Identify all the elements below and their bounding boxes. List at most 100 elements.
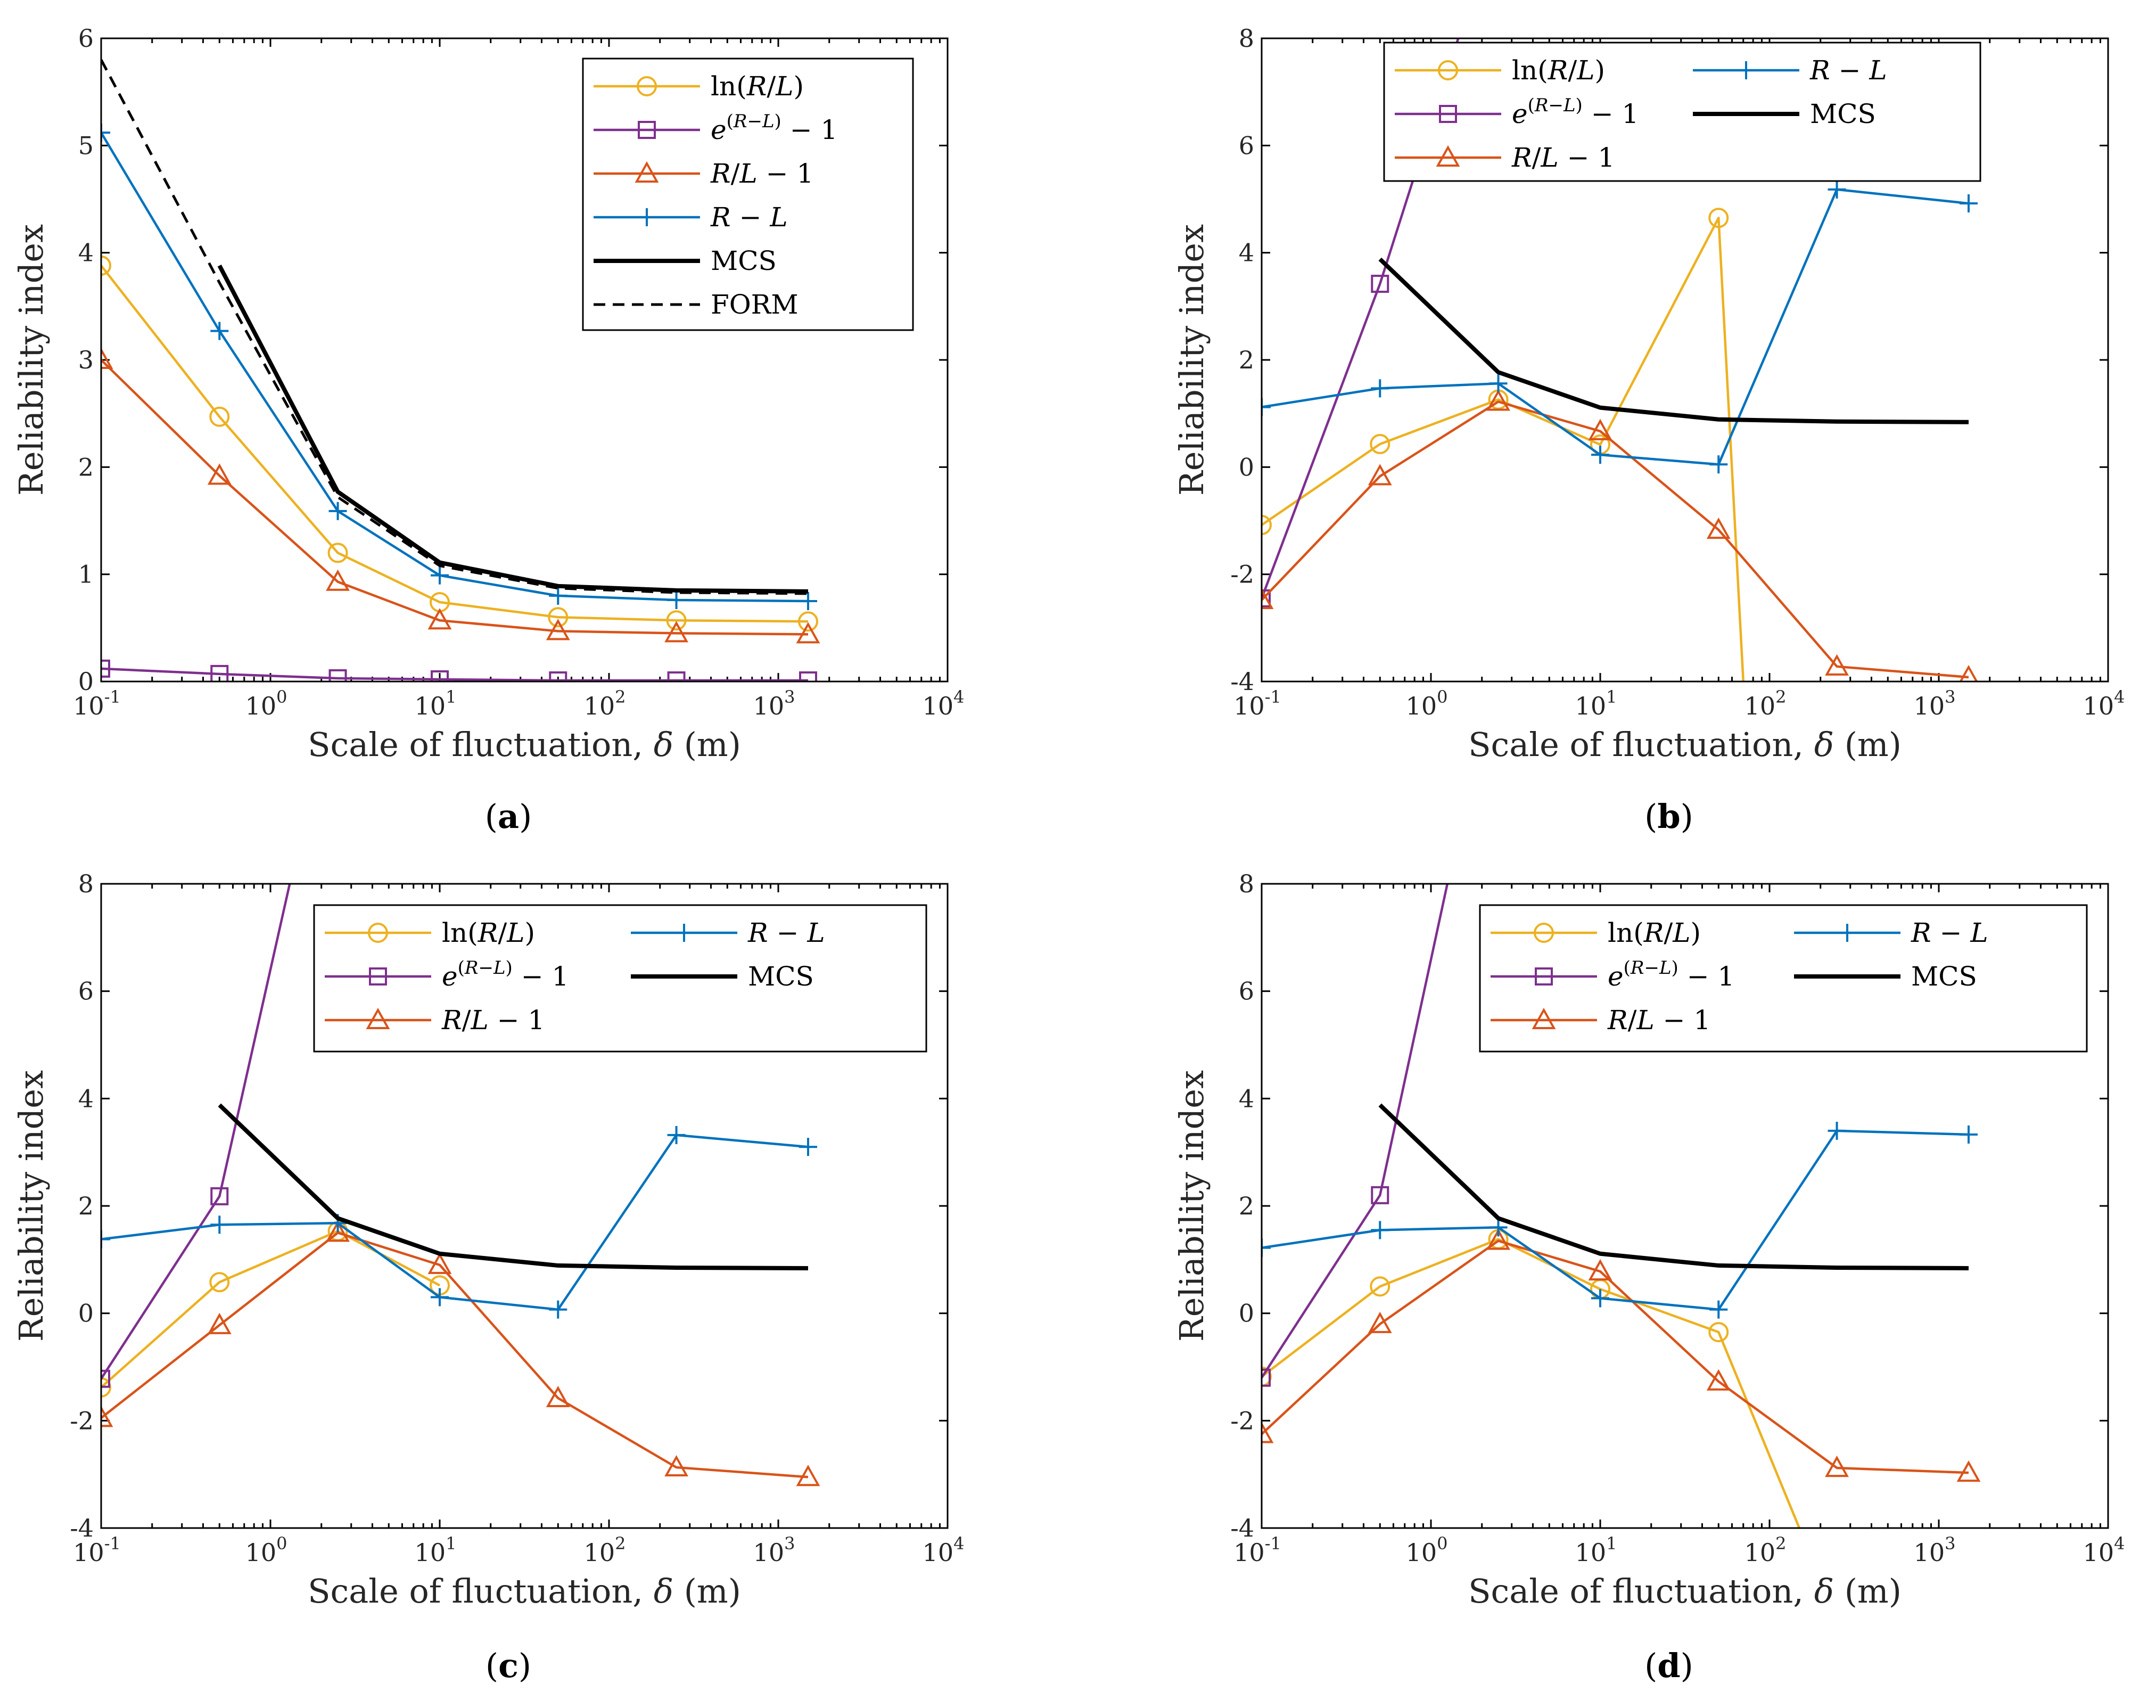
data-point <box>326 569 350 591</box>
data-point <box>1588 1259 1612 1281</box>
data-point <box>1262 515 1272 536</box>
legend-label: e(R−L) − 1 <box>1512 95 1639 129</box>
y-tick-label: 2 <box>1239 1192 1254 1220</box>
data-point <box>328 502 347 520</box>
data-point <box>667 590 686 609</box>
series-r-l <box>101 1126 817 1319</box>
legend-label: ln(R/L) <box>1608 917 1701 948</box>
x-tick-label: 101 <box>415 1533 457 1567</box>
legend-marker <box>1737 61 1755 79</box>
data-point <box>1368 1311 1392 1333</box>
y-tick-label: 6 <box>1239 977 1254 1006</box>
legend: ln(R/L) e(R−L) − 1 R/L − 1 R − L MCS FORM <box>582 58 914 331</box>
series-line <box>217 264 809 594</box>
legend-item: R/L − 1 <box>1395 142 1615 173</box>
y-tick-label: 8 <box>78 869 94 898</box>
data-point <box>1262 589 1271 607</box>
x-tick-label: 103 <box>753 1533 795 1567</box>
data-point <box>1262 587 1274 609</box>
x-tick-label: 103 <box>753 687 795 720</box>
series-r-l <box>101 124 817 610</box>
legend-item: MCS <box>594 245 777 276</box>
data-point <box>549 1300 567 1319</box>
data-point <box>209 1272 230 1293</box>
data-point <box>1706 1369 1731 1391</box>
series-line <box>101 265 809 623</box>
series-line <box>101 359 809 636</box>
data-point <box>207 463 232 485</box>
series-line <box>1262 400 1969 679</box>
data-point <box>1370 1276 1390 1297</box>
x-tick-label: 10-1 <box>73 1533 121 1567</box>
legend-label: R/L − 1 <box>1607 1005 1710 1036</box>
y-tick-label: -2 <box>1230 560 1254 589</box>
x-tick-label: 100 <box>245 1533 287 1567</box>
series-r-l-1 <box>1262 389 1978 681</box>
x-tick-label: 104 <box>923 687 965 720</box>
data-point <box>1489 374 1508 393</box>
legend-item: MCS <box>1794 961 1977 992</box>
data-point <box>1825 1455 1849 1477</box>
plot-area <box>1262 38 1978 681</box>
data-point <box>431 670 449 681</box>
legend-box <box>1479 904 2088 1053</box>
y-tick-label: 2 <box>1239 346 1254 374</box>
data-point <box>664 621 688 643</box>
axes-frame <box>1261 883 2109 1529</box>
legend-marker <box>635 161 659 183</box>
legend-label: MCS <box>748 961 814 992</box>
legend-label: e(R−L) − 1 <box>442 957 569 992</box>
data-point <box>1709 1300 1728 1319</box>
y-tick-label: 4 <box>78 239 94 267</box>
series-mcs <box>217 264 809 594</box>
series-r-l <box>1262 180 1978 474</box>
legend-label: MCS <box>1810 98 1876 129</box>
data-point <box>1828 180 1846 199</box>
data-point <box>799 671 817 681</box>
x-tick-label: 100 <box>1406 687 1448 720</box>
series-e-r-l-1 <box>101 884 291 1388</box>
x-tick-label: 10-1 <box>73 687 121 720</box>
x-axis-label: Scale of fluctuation, δ (m) <box>1468 725 1902 764</box>
legend-item: ln(R/L) <box>325 917 535 948</box>
legend-marker <box>369 967 387 986</box>
data-point <box>101 1369 110 1388</box>
legend-label: R/L − 1 <box>1511 142 1615 173</box>
plot-area <box>101 884 820 1487</box>
legend-item: e(R−L) − 1 <box>1491 957 1734 992</box>
chart-panel-c: 10-1 100 101 102 103 104 -4 -2 0 2 4 6 8 Scale of flu… <box>12 869 964 1685</box>
y-axis-label: Reliability index <box>12 224 51 496</box>
data-point <box>666 610 687 631</box>
series-line <box>101 667 808 681</box>
x-tick-label: 101 <box>1575 1533 1617 1567</box>
data-point <box>799 1138 817 1156</box>
data-point <box>427 608 452 630</box>
legend-marker <box>1532 1007 1556 1029</box>
y-tick-label: 3 <box>78 346 94 374</box>
data-point <box>796 1465 820 1487</box>
y-tick-label: 0 <box>78 1299 94 1328</box>
legend-label: R/L − 1 <box>710 158 813 189</box>
x-tick-label: 104 <box>2083 1533 2125 1567</box>
data-point <box>1486 1228 1510 1250</box>
data-point <box>101 659 110 678</box>
y-tick-label: 6 <box>1239 131 1254 160</box>
data-point <box>1828 1121 1846 1140</box>
data-point <box>1591 446 1609 464</box>
data-point <box>548 607 569 628</box>
x-tick-label: 101 <box>1575 687 1617 720</box>
series-r-l-1 <box>1262 1228 1981 1482</box>
data-point <box>667 1126 686 1144</box>
data-point <box>1371 1221 1389 1239</box>
axes-frame <box>100 37 949 683</box>
series-r-l <box>1262 1121 1978 1319</box>
chart-panel-b: 10-1 100 101 102 103 104 -4 -2 0 2 4 6 8 Scale of flu… <box>1172 24 2125 836</box>
data-point <box>1368 464 1392 486</box>
axes-frame <box>1261 37 2109 683</box>
legend-box <box>582 58 914 331</box>
legend-item: R/L − 1 <box>594 158 813 189</box>
x-tick-label: 103 <box>1914 1533 1956 1567</box>
series-line <box>101 1231 809 1479</box>
data-point <box>1262 1422 1274 1443</box>
